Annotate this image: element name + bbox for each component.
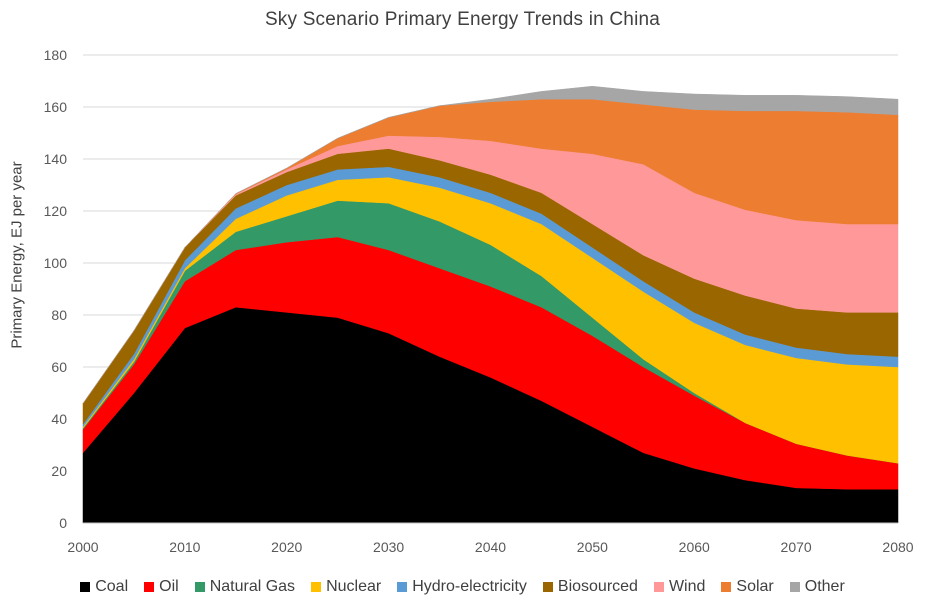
legend-swatch [397, 582, 408, 592]
legend-item-oil: Oil [144, 578, 179, 596]
y-tick-label: 40 [51, 411, 67, 427]
y-tick-label: 140 [44, 151, 68, 167]
legend-item-natural-gas: Natural Gas [194, 578, 296, 596]
legend-item-biosourced: Biosourced [542, 578, 638, 596]
x-tick-label: 2060 [679, 539, 710, 555]
legend-swatch [194, 582, 205, 592]
legend-swatch [653, 582, 664, 592]
legend-swatch [144, 582, 155, 592]
legend-label: Solar [736, 578, 774, 595]
legend-item-nuclear: Nuclear [311, 578, 381, 596]
y-axis-label: Primary Energy, EJ per year [8, 161, 26, 349]
legend-swatch [80, 582, 91, 592]
legend-item-other: Other [789, 578, 845, 596]
legend-label: Other [804, 578, 845, 595]
legend-label: Wind [668, 578, 706, 595]
chart-title: Sky Scenario Primary Energy Trends in Ch… [264, 9, 661, 30]
x-tick-label: 2000 [67, 539, 98, 555]
legend: Coal Oil Natural Gas Nuclear Hydro-electrici… [0, 578, 925, 596]
y-tick-label: 0 [59, 515, 67, 531]
y-tick-label: 80 [51, 307, 67, 323]
x-tick-label: 2030 [373, 539, 404, 555]
x-tick-label: 2070 [781, 539, 812, 555]
y-tick-label: 180 [44, 47, 68, 63]
legend-item-wind: Wind [653, 578, 706, 596]
legend-item-coal: Coal [80, 578, 128, 596]
legend-item-hydro-electricity: Hydro-electricity [397, 578, 527, 596]
legend-label: Hydro-electricity [412, 578, 527, 595]
legend-swatch [721, 582, 732, 592]
legend-swatch [542, 582, 553, 592]
legend-label: Nuclear [326, 578, 382, 595]
legend-item-solar: Solar [721, 578, 774, 596]
legend-label: Natural Gas [209, 578, 296, 595]
y-tick-label: 120 [44, 203, 68, 219]
legend-swatch [311, 582, 322, 592]
legend-label: Oil [159, 578, 179, 595]
legend-label: Biosourced [557, 578, 638, 595]
y-tick-label: 100 [44, 255, 68, 271]
x-tick-label: 2040 [475, 539, 506, 555]
x-tick-label: 2080 [882, 539, 913, 555]
y-tick-label: 20 [51, 463, 67, 479]
legend-label: Coal [95, 578, 129, 595]
area-series-other [82, 85, 899, 404]
x-tick-label: 2050 [577, 539, 608, 555]
y-tick-label: 160 [44, 99, 68, 115]
x-tick-label: 2020 [271, 539, 302, 555]
x-tick-label: 2010 [169, 539, 200, 555]
legend-swatch [789, 582, 800, 592]
y-tick-label: 60 [51, 359, 67, 375]
